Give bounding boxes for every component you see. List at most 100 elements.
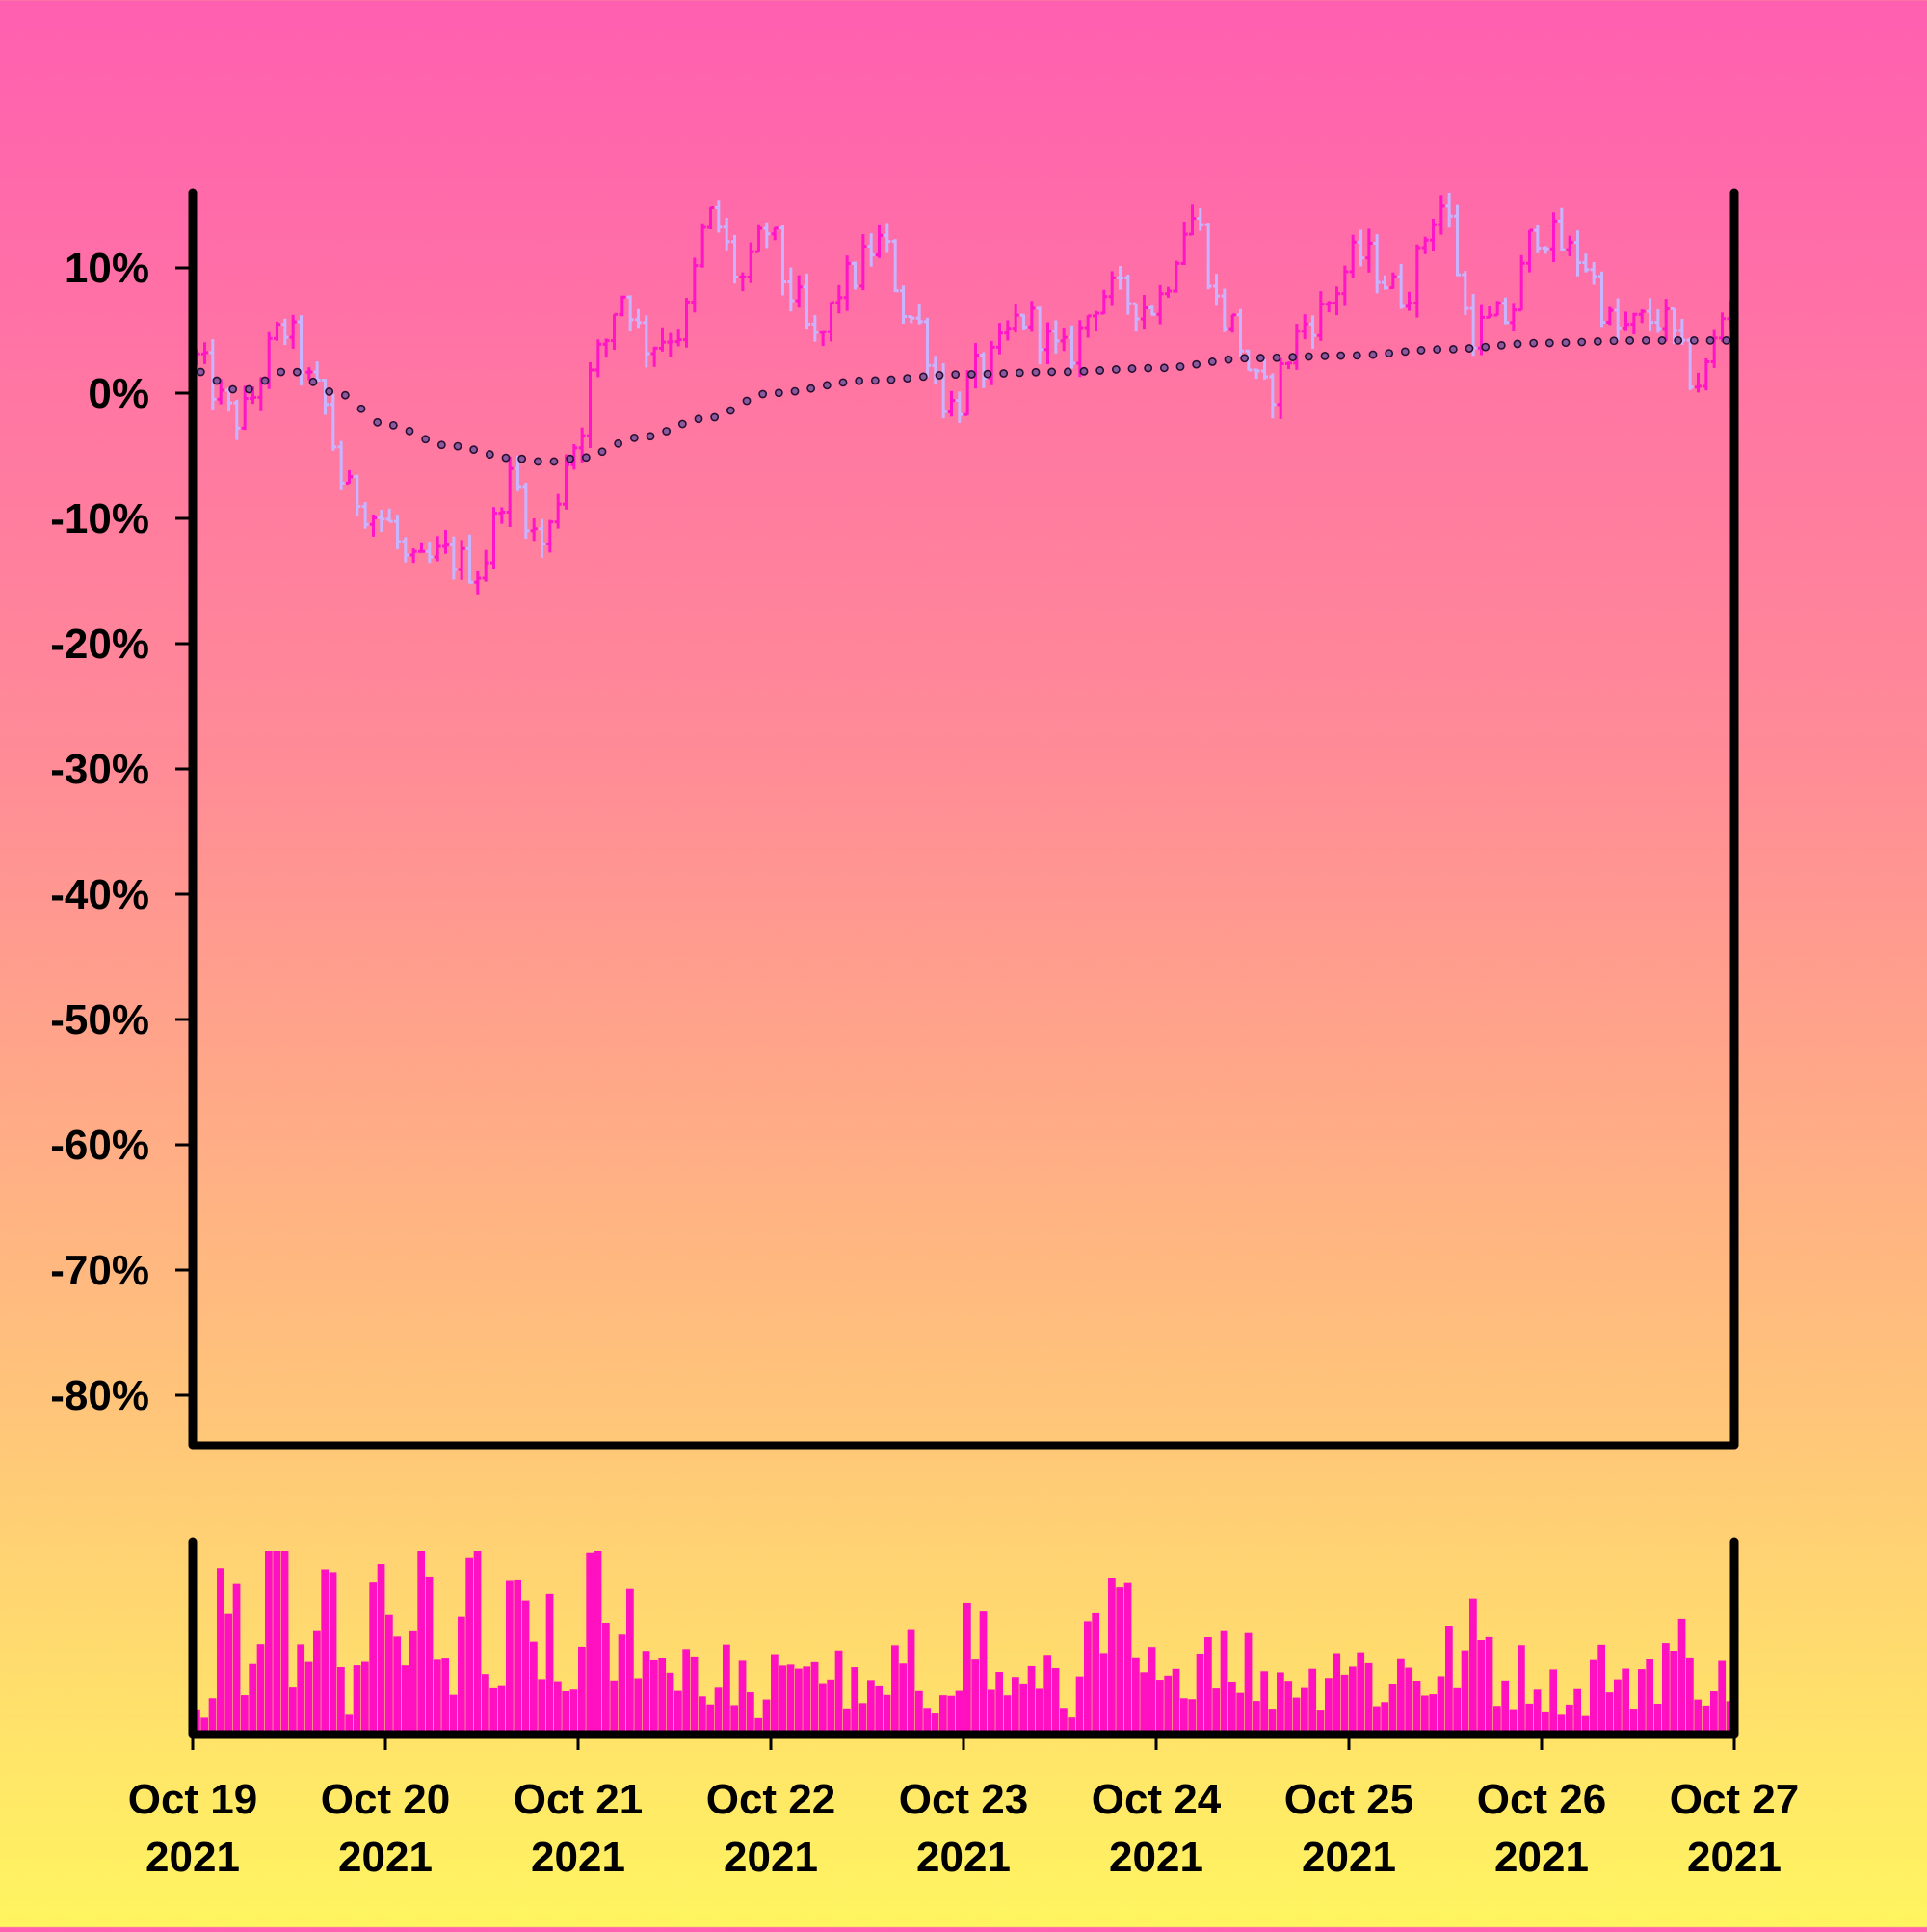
volume-bar (297, 1644, 305, 1734)
volume-bar (1019, 1683, 1028, 1734)
volume-bar (738, 1660, 747, 1734)
volume-bar (369, 1582, 378, 1734)
ohlc-bar (699, 223, 706, 268)
volume-bar (1477, 1640, 1486, 1734)
volume-bar (530, 1641, 538, 1734)
ohlc-bar (354, 474, 361, 516)
ohlc-bar (522, 482, 530, 540)
ohlc-bar (1389, 272, 1397, 290)
moving-average-point (485, 450, 494, 459)
volume-bar (1204, 1637, 1212, 1734)
volume-bar (304, 1661, 313, 1734)
moving-average-point (549, 457, 559, 466)
ohlc-bar (884, 223, 891, 253)
moving-average-point (1385, 349, 1394, 357)
moving-average-point (1288, 353, 1298, 362)
ohlc-bar (322, 378, 329, 415)
volume-bar (1075, 1676, 1084, 1734)
volume-bar (618, 1634, 626, 1734)
ohlc-bar (1647, 298, 1653, 332)
moving-average-point (726, 406, 735, 415)
volume-bar (273, 1551, 281, 1734)
volume-bar (1180, 1698, 1188, 1734)
ohlc-bar (1623, 311, 1629, 331)
volume-bar (1445, 1626, 1453, 1734)
volume-bar (682, 1649, 691, 1734)
volume-bar (1212, 1688, 1221, 1734)
volume-bar (1405, 1667, 1413, 1734)
moving-average-point (677, 419, 687, 429)
volume-bar (1653, 1703, 1662, 1734)
moving-average-point (1063, 367, 1072, 377)
x-tick-label-year: 2021 (1494, 1834, 1589, 1881)
volume-bar (1116, 1587, 1124, 1734)
ohlc-bar (281, 318, 289, 345)
moving-average-point (1641, 335, 1650, 345)
volume-bar (1412, 1681, 1421, 1734)
ohlc-bar (330, 393, 337, 451)
ohlc-bar (1076, 320, 1084, 378)
volume-bar (875, 1685, 884, 1734)
ohlc-bar (490, 507, 497, 569)
volume-bar (834, 1650, 843, 1734)
ohlc-bar (843, 255, 851, 311)
moving-average-point (646, 432, 655, 441)
ohlc-bar (683, 297, 690, 348)
x-tick-label-year: 2021 (338, 1834, 433, 1881)
volume-bar (915, 1690, 923, 1734)
volume-bar (473, 1551, 482, 1734)
ohlc-bar (241, 385, 249, 431)
y-tick-label: 10% (65, 245, 149, 292)
volume-bar (1084, 1621, 1092, 1734)
moving-average-point (277, 367, 286, 377)
ohlc-bar (1213, 274, 1220, 306)
volume-bar (353, 1665, 361, 1734)
ohlc-bar (1630, 312, 1638, 334)
volume-bar (1373, 1706, 1381, 1734)
ohlc-bar (1261, 358, 1268, 380)
ohlc-bar (1349, 234, 1357, 278)
ohlc-bar (763, 222, 771, 249)
volume-bar (626, 1588, 634, 1734)
volume-bar (1364, 1662, 1373, 1734)
volume-bar (1043, 1655, 1052, 1734)
ohlc-bar (1044, 322, 1051, 365)
volume-bar (747, 1692, 754, 1734)
ohlc-bar (1309, 315, 1316, 349)
volume-bar (1718, 1660, 1727, 1734)
x-tick-label-year: 2021 (1687, 1834, 1782, 1881)
moving-average-point (822, 381, 832, 390)
moving-average-point (1544, 338, 1554, 348)
volume-bar (1549, 1669, 1558, 1734)
ohlc-bar (619, 295, 626, 317)
ohlc-bar (587, 361, 594, 449)
moving-average-point (1625, 336, 1635, 345)
volume-bar (1381, 1702, 1389, 1734)
ohlc-bar (458, 540, 465, 580)
ohlc-bar (900, 285, 907, 324)
ohlc-bar (1421, 236, 1429, 254)
ohlc-bar (611, 312, 618, 351)
ohlc-bar (1189, 204, 1196, 236)
moving-average-point (597, 447, 607, 457)
volume-bar (1670, 1651, 1678, 1734)
ohlc-bar (1438, 195, 1445, 235)
moving-average-point (325, 387, 334, 396)
ohlc-bar (1028, 301, 1036, 332)
volume-bar (634, 1678, 643, 1734)
volume-bar (1461, 1650, 1469, 1734)
ohlc-bar (1397, 264, 1405, 309)
ohlc-bar (1382, 275, 1388, 290)
ohlc-bar (1493, 301, 1501, 317)
volume-bar (1068, 1717, 1076, 1734)
volume-bar (754, 1717, 763, 1734)
moving-average-point (1368, 350, 1378, 359)
volume-bar (1036, 1688, 1043, 1734)
moving-average-point (1255, 354, 1265, 362)
volume-bar (779, 1665, 787, 1734)
ohlc-bar (1671, 306, 1677, 344)
volume-bar (1012, 1677, 1019, 1734)
volume-bar (1196, 1654, 1204, 1734)
